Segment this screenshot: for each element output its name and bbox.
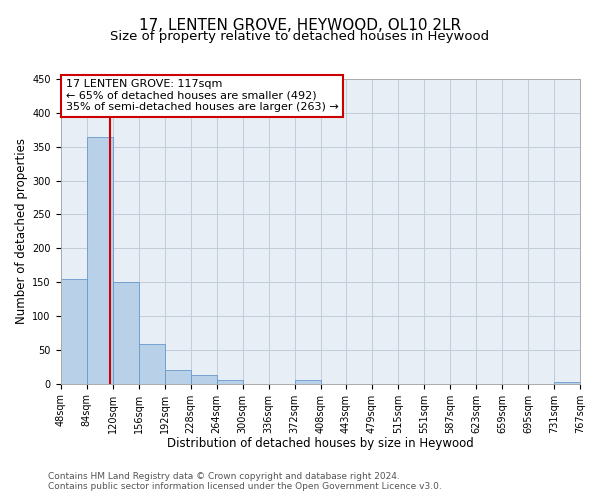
Text: 17, LENTEN GROVE, HEYWOOD, OL10 2LR: 17, LENTEN GROVE, HEYWOOD, OL10 2LR bbox=[139, 18, 461, 32]
Text: 17 LENTEN GROVE: 117sqm
← 65% of detached houses are smaller (492)
35% of semi-d: 17 LENTEN GROVE: 117sqm ← 65% of detache… bbox=[66, 79, 338, 112]
Bar bbox=[139, 344, 164, 384]
Bar bbox=[554, 382, 580, 384]
Bar bbox=[164, 370, 191, 384]
Y-axis label: Number of detached properties: Number of detached properties bbox=[15, 138, 28, 324]
Bar bbox=[86, 136, 113, 384]
Bar bbox=[191, 375, 217, 384]
Text: Contains public sector information licensed under the Open Government Licence v3: Contains public sector information licen… bbox=[48, 482, 442, 491]
Bar bbox=[113, 282, 139, 384]
Bar bbox=[61, 279, 86, 384]
Text: Size of property relative to detached houses in Heywood: Size of property relative to detached ho… bbox=[110, 30, 490, 43]
Bar bbox=[295, 380, 320, 384]
X-axis label: Distribution of detached houses by size in Heywood: Distribution of detached houses by size … bbox=[167, 437, 473, 450]
Text: Contains HM Land Registry data © Crown copyright and database right 2024.: Contains HM Land Registry data © Crown c… bbox=[48, 472, 400, 481]
Bar bbox=[217, 380, 242, 384]
